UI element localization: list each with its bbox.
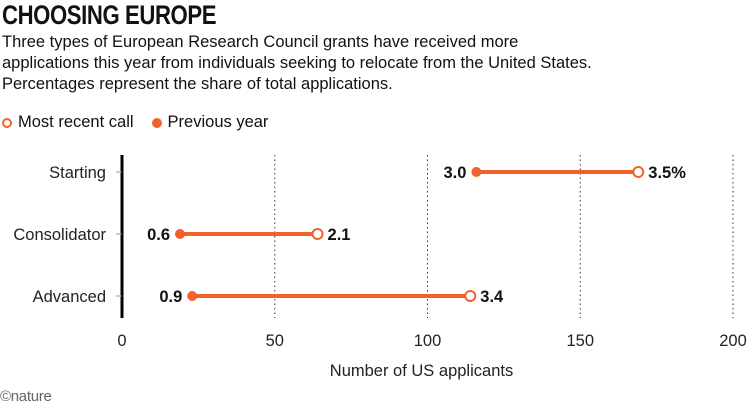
x-axis-label: Number of US applicants bbox=[330, 362, 513, 380]
x-tick-label: 50 bbox=[266, 332, 284, 350]
x-tick-label: 0 bbox=[117, 332, 126, 350]
recent-call-point bbox=[632, 166, 645, 178]
legend: Most recent call Previous year bbox=[2, 113, 268, 132]
previous-year-label: 0.9 bbox=[159, 288, 182, 306]
legend-previous: Previous year bbox=[167, 113, 269, 131]
recent-call-label: 3.4 bbox=[480, 288, 504, 306]
previous-year-point bbox=[187, 291, 198, 301]
previous-year-label: 3.0 bbox=[443, 164, 466, 182]
recent-call-point bbox=[464, 290, 477, 302]
previous-year-label: 0.6 bbox=[147, 226, 170, 244]
x-tick-label: 100 bbox=[414, 332, 442, 350]
recent-call-point bbox=[311, 228, 324, 240]
x-tick-label: 150 bbox=[566, 332, 594, 350]
category-label: Consolidator bbox=[13, 226, 106, 244]
recent-call-label: 3.5% bbox=[648, 164, 686, 182]
category-label: Advanced bbox=[33, 288, 106, 306]
recent-call-label: 2.1 bbox=[328, 226, 351, 244]
filled-circle-icon bbox=[151, 117, 162, 128]
previous-year-point bbox=[471, 167, 482, 177]
category-label: Starting bbox=[49, 164, 106, 182]
legend-recent: Most recent call bbox=[18, 113, 134, 131]
x-tick-label: 200 bbox=[719, 332, 747, 350]
chart-subtitle: Three types of European Research Council… bbox=[2, 33, 592, 93]
chart-title: CHOOSING EUROPE bbox=[2, 0, 217, 30]
nature-logo: ©nature bbox=[0, 388, 52, 405]
previous-year-point bbox=[175, 229, 186, 239]
open-circle-icon bbox=[2, 117, 12, 128]
